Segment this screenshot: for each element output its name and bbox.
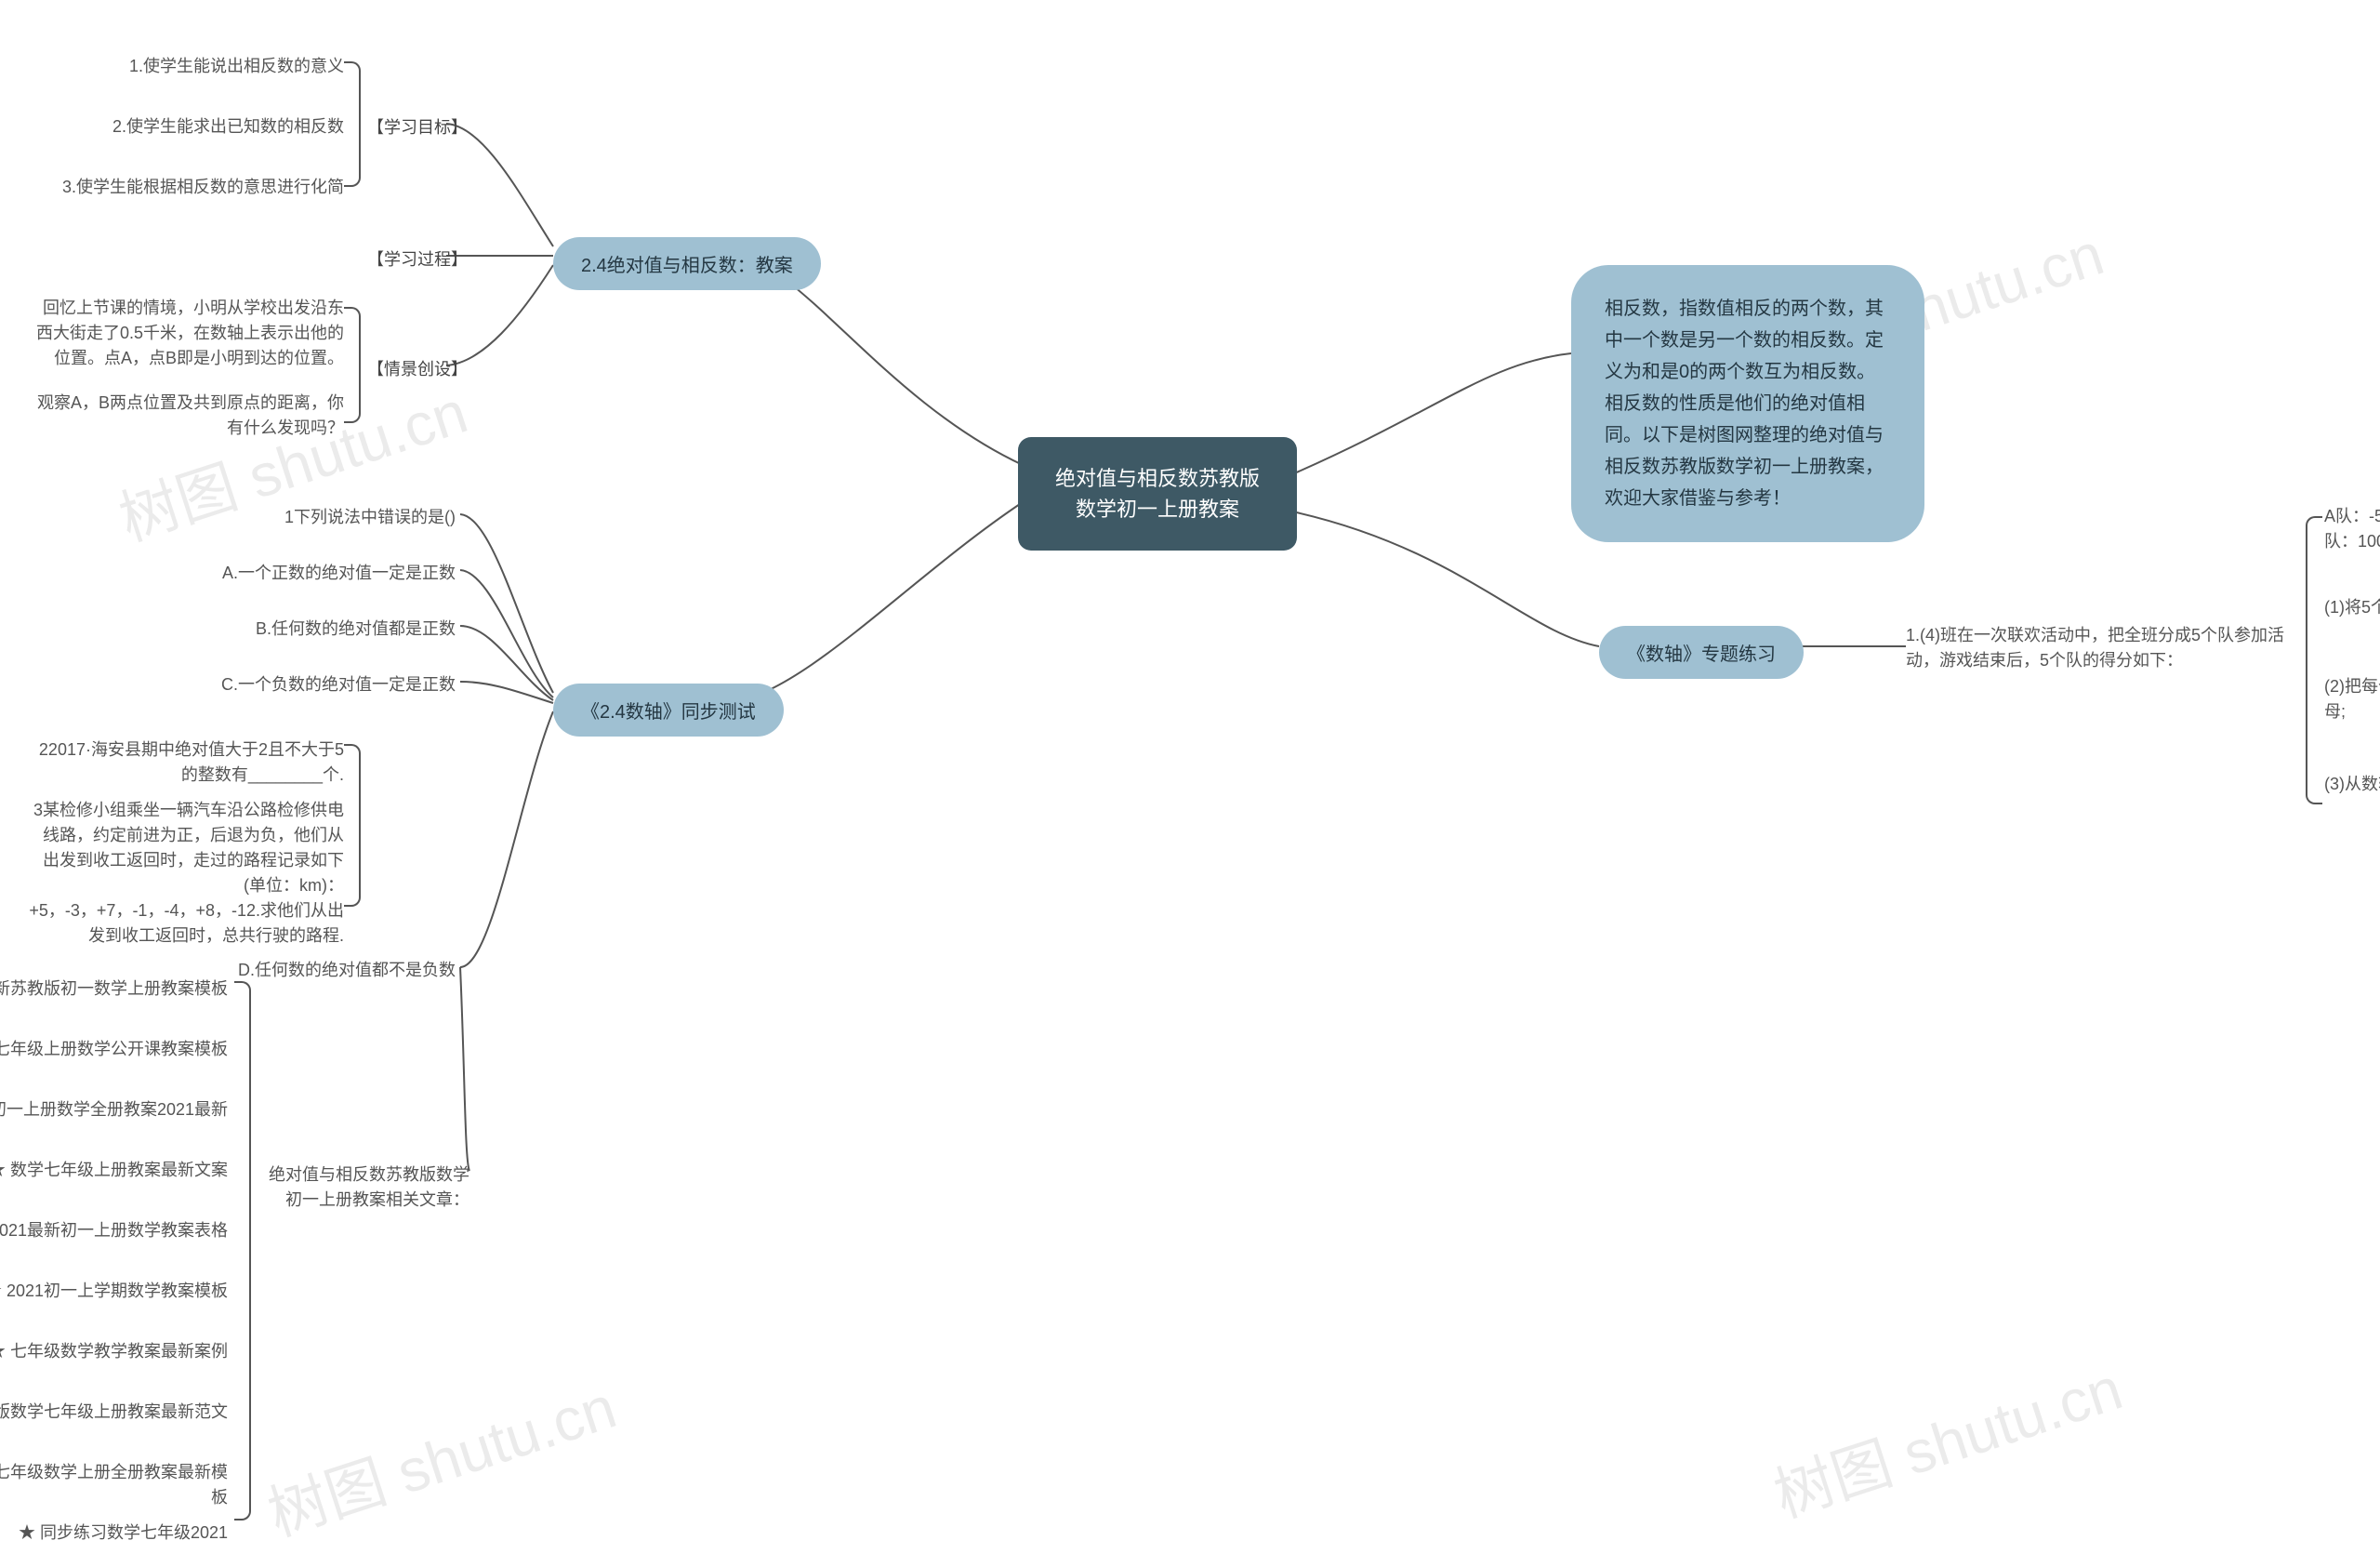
b1s3-item1: 观察A，B两点位置及共到原点的距离，你有什么发现吗？	[28, 391, 344, 441]
b3-item3: (3)从数轴上看A队与B队相差多少分?C队与E队呢?	[2324, 772, 2380, 797]
b2-q1-optB: B.任何数的绝对值都是正数	[139, 617, 456, 642]
branch2-node[interactable]: 《2.4数轴》同步测试	[553, 684, 784, 737]
rel-5[interactable]: ★ 2021初一上学期数学教案模板	[0, 1279, 228, 1304]
root-node[interactable]: 绝对值与相反数苏教版数学初一上册教案	[1018, 437, 1297, 551]
b2-q1-optA: A.一个正数的绝对值一定是正数	[139, 561, 456, 586]
related-label: 绝对值与相反数苏教版数学初一上册教案相关文章：	[256, 1162, 469, 1213]
bracket-b3	[2306, 516, 2322, 804]
branch1-node[interactable]: 2.4绝对值与相反数：教案	[553, 237, 821, 290]
bracket-extra	[344, 744, 361, 907]
b3-item1: (1)将5个队按由低分到高分的顺序排序;	[2324, 595, 2380, 620]
branch1-sub1-label: 【学习目标】	[367, 114, 468, 139]
branch3-node[interactable]: 《数轴》专题练习	[1599, 626, 1804, 679]
b1s1-item0: 1.使学生能说出相反数的意义	[28, 54, 344, 79]
rel-7[interactable]: ★ 湘教版数学七年级上册教案最新范文	[0, 1400, 228, 1425]
b2-extra0: 22017·海安县期中绝对值大于2且不大于5的整数有________个.	[28, 737, 344, 788]
b2-extra1: 3某检修小组乘坐一辆汽车沿公路检修供电线路，约定前进为正，后退为负，他们从出发到…	[28, 798, 344, 949]
b2-q1-stem: 1下列说法中错误的是()	[139, 505, 456, 530]
branch1-sub2-label: 【学习过程】	[367, 246, 468, 271]
b1s1-item1: 2.使学生能求出已知数的相反数	[28, 114, 344, 139]
branch1-sub3-label: 【情景创设】	[367, 356, 468, 380]
rel-8[interactable]: ★ 人教版七年级数学上册全册教案最新模板	[0, 1460, 228, 1510]
bracket-sub3	[344, 307, 361, 423]
branch2-title: 《2.4数轴》同步测试	[581, 702, 756, 723]
rel-4[interactable]: ★ 2021最新初一上册数学教案表格	[0, 1218, 228, 1243]
branch1-title: 2.4绝对值与相反数：教案	[581, 256, 793, 276]
watermark: 树图 shutu.cn	[256, 1360, 625, 1552]
b3-item0: A队：-50分;B队：150分;C队：-300分;D队：0分;E队：100分.	[2324, 504, 2380, 554]
watermark: 树图 shutu.cn	[1762, 1341, 2131, 1534]
rel-2[interactable]: ★ 初一上册数学全册教案2021最新	[0, 1097, 228, 1122]
intro-bubble[interactable]: 相反数，指数值相反的两个数，其中一个数是另一个数的相反数。定义为和是0的两个数互…	[1571, 265, 1924, 542]
rel-6[interactable]: ★ 七年级数学教学教案最新案例	[0, 1339, 228, 1364]
b1s1-item2: 3.使学生能根据相反数的意思进行化简	[28, 175, 344, 200]
rel-3[interactable]: ★ 数学七年级上册教案最新文案	[0, 1158, 228, 1183]
bracket-related	[234, 981, 251, 1521]
b3-stem: 1.(4)班在一次联欢活动中，把全班分成5个队参加活动，游戏结束后，5个队的得分…	[1906, 623, 2296, 673]
root-title: 绝对值与相反数苏教版数学初一上册教案	[1055, 467, 1260, 521]
rel-1[interactable]: ★ 2021七年级上册数学公开课教案模板	[0, 1037, 228, 1062]
branch3-title: 《数轴》专题练习	[1627, 644, 1776, 665]
rel-9[interactable]: ★ 同步练习数学七年级2021	[0, 1521, 228, 1546]
intro-text: 相反数，指数值相反的两个数，其中一个数是另一个数的相反数。定义为和是0的两个数互…	[1605, 299, 1884, 509]
bracket-sub1	[344, 61, 361, 187]
b3-item2: (2)把每个队的得分标在数轴上，并标上代表该队的字母;	[2324, 674, 2380, 724]
b1s3-item0: 回忆上节课的情境，小明从学校出发沿东西大街走了0.5千米，在数轴上表示出他的位置…	[28, 296, 344, 371]
rel-0[interactable]: ★ 最新苏教版初一数学上册教案模板	[0, 976, 228, 1002]
b2-q1-optC: C.一个负数的绝对值一定是正数	[139, 672, 456, 697]
